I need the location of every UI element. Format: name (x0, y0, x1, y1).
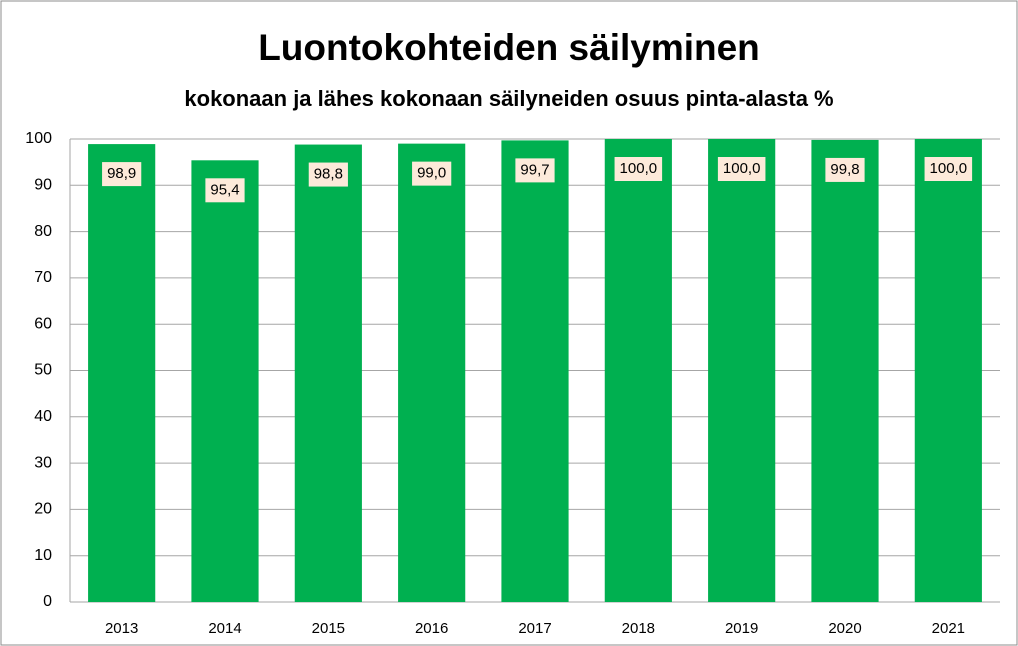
y-tick-label: 70 (34, 269, 52, 286)
y-tick-label: 90 (34, 177, 52, 194)
data-label-box (717, 157, 766, 181)
data-label: 100,0 (930, 160, 968, 177)
y-tick-label: 40 (34, 408, 52, 425)
x-tick-label: 2013 (105, 620, 138, 637)
x-tick-label: 2014 (208, 620, 241, 637)
y-tick-label: 10 (34, 547, 52, 564)
data-label-box (308, 162, 348, 187)
data-label: 98,9 (107, 165, 136, 182)
data-label-box (102, 162, 142, 187)
data-label: 100,0 (723, 160, 761, 177)
bar (501, 140, 569, 602)
x-tick-label: 2020 (828, 620, 861, 637)
bar (914, 139, 982, 602)
y-tick-label: 30 (34, 454, 52, 471)
data-label-box (614, 157, 663, 181)
data-label-box (412, 161, 452, 186)
x-tick-label: 2018 (622, 620, 655, 637)
chart-subtitle: kokonaan ja lähes kokonaan säilyneiden o… (184, 86, 833, 111)
bar (191, 160, 259, 602)
data-label: 99,8 (830, 161, 859, 178)
x-tick-label: 2019 (725, 620, 758, 637)
bar (88, 144, 156, 602)
chart-title: Luontokohteiden säilyminen (258, 27, 760, 68)
y-tick-label: 100 (25, 130, 52, 147)
bar (398, 143, 466, 602)
x-tick-label: 2015 (312, 620, 345, 637)
y-tick-label: 50 (34, 362, 52, 379)
data-label: 99,0 (417, 165, 446, 182)
data-label-box (924, 157, 973, 181)
data-label-box (825, 157, 865, 182)
x-tick-label: 2016 (415, 620, 448, 637)
x-tick-label: 2021 (932, 620, 965, 637)
data-label: 99,7 (520, 161, 549, 178)
data-label: 100,0 (620, 160, 658, 177)
data-label-box (515, 158, 555, 183)
bar (604, 139, 672, 602)
y-tick-label: 20 (34, 501, 52, 518)
data-label: 95,4 (210, 181, 239, 198)
y-tick-label: 60 (34, 315, 52, 332)
bar (708, 139, 776, 602)
y-tick-label: 80 (34, 223, 52, 240)
data-label: 98,8 (314, 166, 343, 183)
bar (811, 139, 879, 602)
bar (294, 144, 362, 602)
x-tick-label: 2017 (518, 620, 551, 637)
data-label-box (205, 178, 245, 203)
y-tick-label: 0 (43, 593, 52, 610)
